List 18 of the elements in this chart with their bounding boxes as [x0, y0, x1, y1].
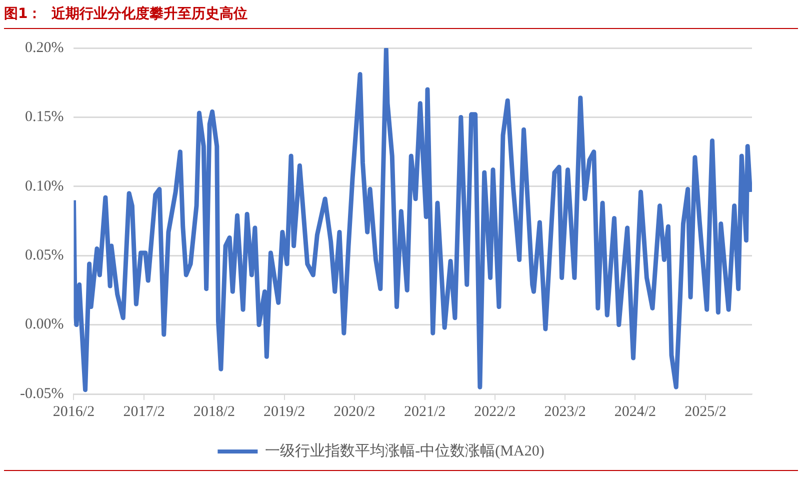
- legend-label: 一级行业指数平均涨幅-中位数涨幅(MA20): [265, 442, 544, 460]
- x-tick-label: 2020/2: [334, 404, 376, 420]
- chart-title: 图1： 近期行业分化度攀升至历史高位: [4, 0, 798, 29]
- x-tick-label: 2023/2: [544, 404, 586, 420]
- y-tick-label: -0.05%: [20, 386, 64, 402]
- x-tick-label: 2024/2: [614, 404, 656, 420]
- x-tick-label: 2016/2: [52, 404, 95, 420]
- y-tick-label: 0.00%: [24, 316, 64, 333]
- x-tick-label: 2021/2: [404, 404, 446, 420]
- y-tick-label: 0.20%: [24, 40, 64, 56]
- x-tick-label: 2017/2: [123, 404, 165, 420]
- x-tick-label: 2022/2: [474, 404, 516, 420]
- y-tick-label: 0.05%: [24, 248, 64, 264]
- x-tick-label: 2019/2: [263, 404, 306, 420]
- y-tick-label: 0.10%: [24, 178, 64, 194]
- y-tick-label: 0.15%: [24, 109, 64, 126]
- x-tick-label: 2018/2: [193, 404, 236, 420]
- x-tick-label: 2025/2: [684, 404, 726, 420]
